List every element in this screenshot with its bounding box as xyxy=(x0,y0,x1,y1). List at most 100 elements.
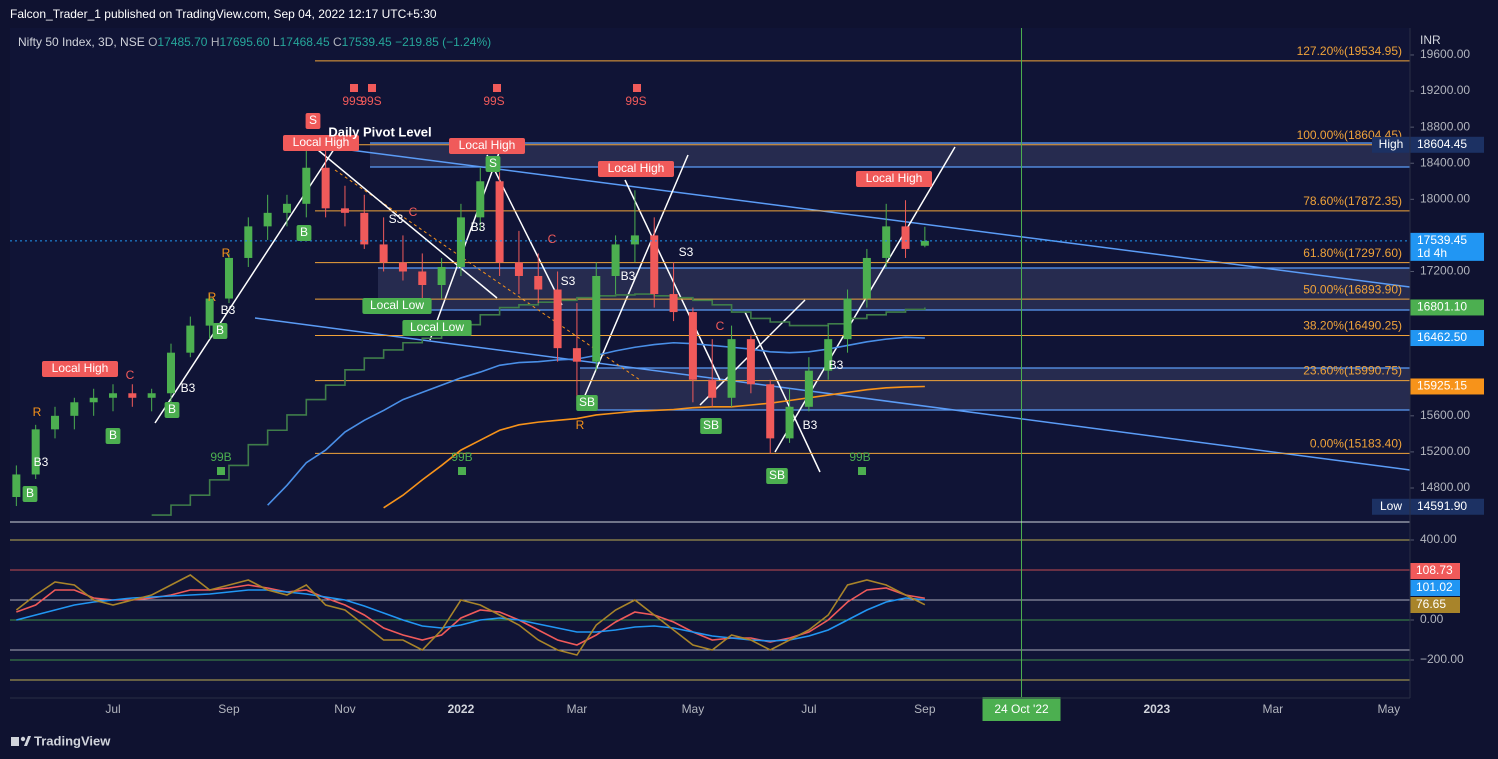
trend-line xyxy=(334,169,641,381)
candle-body xyxy=(495,181,504,263)
candle-body xyxy=(920,240,929,246)
legend-key: L xyxy=(273,35,280,49)
annotation: C xyxy=(126,368,135,382)
annotation: R xyxy=(33,405,42,419)
candle-body xyxy=(379,244,388,263)
candle-body xyxy=(302,167,311,204)
legend-key: C xyxy=(333,35,342,49)
price-tag-label: 14591.90 xyxy=(1417,499,1467,513)
candle-body xyxy=(727,339,736,398)
candle-body xyxy=(282,203,291,213)
drawings xyxy=(154,84,1411,475)
candle-body xyxy=(592,275,601,362)
candle-body xyxy=(901,226,910,249)
annotation: Local High xyxy=(52,361,109,375)
candle-body xyxy=(766,384,775,439)
annotation: C xyxy=(409,205,418,219)
candle-body xyxy=(824,339,833,371)
annotation: B3 xyxy=(471,220,486,234)
trend-line xyxy=(317,149,498,299)
annotation: C xyxy=(548,232,557,246)
candle-body xyxy=(51,415,60,430)
legend-change: −219.85 (−1.24%) xyxy=(395,35,491,49)
price-tag xyxy=(1410,136,1484,153)
annotation: R xyxy=(576,418,585,432)
y-tick-label: 0.00 xyxy=(1420,612,1444,626)
candle-body xyxy=(688,312,697,380)
annotation: SB xyxy=(703,418,719,432)
candle-body xyxy=(611,244,620,276)
annotation-box xyxy=(402,320,472,336)
osc-tag-label: 101.02 xyxy=(1416,580,1453,594)
y-tick-label: 18800.00 xyxy=(1420,119,1470,133)
candle-body xyxy=(398,262,407,272)
x-tick-label: 24 Oct '22 xyxy=(994,702,1049,716)
fib-label: 23.60%(15990.75) xyxy=(1303,364,1402,378)
y-tick-label: 18400.00 xyxy=(1420,155,1470,169)
price-tag xyxy=(1410,232,1484,261)
candle-body xyxy=(147,393,156,398)
legend-value: 17695.60 xyxy=(220,35,270,49)
annotation: S xyxy=(309,113,317,127)
y-tick-label: 19600.00 xyxy=(1420,47,1470,61)
candle-body xyxy=(166,352,175,394)
candle-body xyxy=(669,294,678,313)
trend-line xyxy=(429,149,501,341)
currency: INR xyxy=(1420,33,1441,47)
annotation-box xyxy=(485,156,501,172)
annotation: 99S xyxy=(483,94,504,108)
annotation: Local Low xyxy=(410,320,464,334)
logo: TradingView xyxy=(11,733,111,748)
candle-body xyxy=(89,397,98,403)
legend-key: O xyxy=(148,35,157,49)
price-tag-subtitle: 1d 4h xyxy=(1417,246,1447,260)
legend: Nifty 50 Index, 3D, NSE O17485.70 H17695… xyxy=(18,35,491,49)
annotation: SB xyxy=(579,395,595,409)
legend-value: 17468.45 xyxy=(280,35,330,49)
trend-line xyxy=(624,179,721,381)
annotation: S3 xyxy=(679,245,694,259)
moving-average xyxy=(383,385,925,509)
annotation: B xyxy=(300,225,308,239)
y-tick-label: 400.00 xyxy=(1420,532,1457,546)
candle-body xyxy=(205,298,214,326)
price-tag-label: 16462.50 xyxy=(1417,330,1467,344)
candle-body xyxy=(708,379,717,398)
annotation: R xyxy=(222,246,231,260)
zone xyxy=(580,368,1410,410)
logo-mark xyxy=(11,737,19,746)
x-tick-label: Nov xyxy=(334,702,355,716)
x-tick-label: May xyxy=(1377,702,1400,716)
x-tick-label: Mar xyxy=(567,702,588,716)
x-tick-label: Jul xyxy=(105,702,120,716)
oscillator-line xyxy=(15,574,926,656)
fib-label: 38.20%(16490.25) xyxy=(1303,319,1402,333)
y-tick-label: 17200.00 xyxy=(1420,264,1470,278)
trend-line xyxy=(744,311,821,473)
annotation: Local High xyxy=(866,171,923,185)
annotation: B3 xyxy=(221,303,236,317)
signal-square xyxy=(493,84,501,92)
trend-line xyxy=(349,149,1411,288)
y-tick-label: 15200.00 xyxy=(1420,444,1470,458)
fib-label: 127.20%(19534.95) xyxy=(1297,44,1402,58)
annotation-box xyxy=(856,171,932,187)
annotation: SB xyxy=(769,468,785,482)
candle-body xyxy=(882,226,891,258)
footer-brand: TradingView xyxy=(34,733,111,748)
candle-body xyxy=(128,393,137,398)
candle-body xyxy=(186,325,195,353)
y-tick-label: 14800.00 xyxy=(1420,480,1470,494)
candle-body xyxy=(109,393,117,398)
annotation-box xyxy=(105,428,121,444)
annotation: S xyxy=(489,156,497,170)
price-tag-label: 15925.15 xyxy=(1417,379,1467,393)
legend-key: H xyxy=(211,35,220,49)
annotation: S3 xyxy=(561,274,576,288)
logo-mark xyxy=(24,736,31,746)
price-tag-label: 18604.45 xyxy=(1417,137,1467,151)
y-tick-label: 18000.00 xyxy=(1420,191,1470,205)
price-tag-title: High xyxy=(1379,137,1404,151)
annotation: 99S xyxy=(625,94,646,108)
candle-body xyxy=(340,208,349,213)
